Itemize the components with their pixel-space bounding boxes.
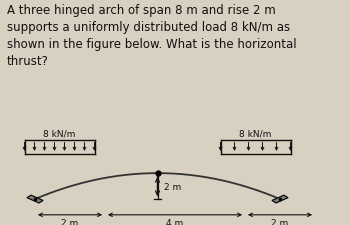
Text: 8 kN/m: 8 kN/m [43,129,76,138]
Text: A three hinged arch of span 8 m and rise 2 m
supports a uniformly distributed lo: A three hinged arch of span 8 m and rise… [7,4,297,68]
Text: 8 kN/m: 8 kN/m [239,129,272,138]
Text: 2 m: 2 m [271,218,289,225]
FancyBboxPatch shape [27,195,43,203]
Text: 2 m: 2 m [164,182,182,191]
FancyBboxPatch shape [272,195,288,203]
Text: 4 m: 4 m [166,218,184,225]
Text: 2 m: 2 m [61,218,79,225]
